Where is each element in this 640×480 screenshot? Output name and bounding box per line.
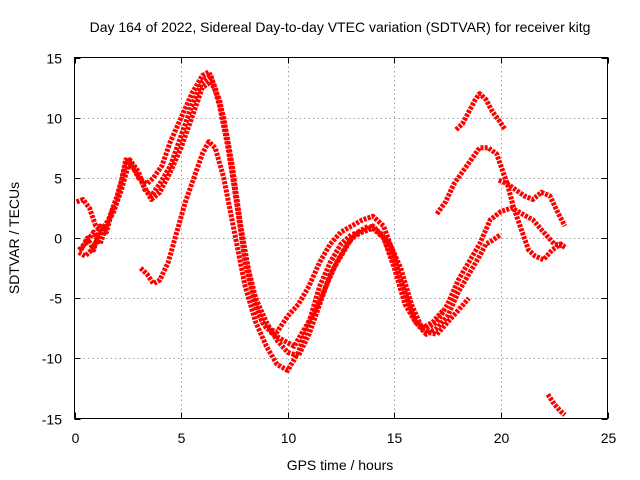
series-track-4 xyxy=(138,139,566,373)
y-tick-label: 10 xyxy=(46,111,62,127)
series-track-7 xyxy=(454,91,508,132)
x-axis-label: GPS time / hours xyxy=(287,457,394,473)
chart-title: Day 164 of 2022, Sidereal Day-to-day VTE… xyxy=(90,19,591,35)
y-tick-label: 15 xyxy=(46,51,62,67)
grid xyxy=(74,57,608,419)
series-track-8 xyxy=(497,177,568,228)
y-tick-label: -10 xyxy=(42,351,62,367)
x-tick-label: 20 xyxy=(494,430,510,446)
y-tick-label: -15 xyxy=(42,412,62,428)
axis-ticks xyxy=(74,57,609,420)
x-tick-label: 10 xyxy=(281,430,297,446)
tick-labels: 0 5 10 15 20 25 -15 -10 -5 0 5 10 15 xyxy=(42,51,617,447)
x-tick-label: 5 xyxy=(178,430,186,446)
series-track-5 xyxy=(78,207,116,253)
y-tick-label: 5 xyxy=(54,171,62,187)
x-tick-label: 25 xyxy=(601,430,617,446)
series-track-9 xyxy=(545,393,567,417)
y-tick-label: -5 xyxy=(50,291,63,307)
y-axis-label: SDTVAR / TECUs xyxy=(6,182,22,294)
series-layer xyxy=(75,69,568,417)
y-tick-label: 0 xyxy=(54,231,62,247)
series-track-6 xyxy=(434,145,567,263)
series-track-3 xyxy=(77,79,503,359)
x-tick-label: 15 xyxy=(387,430,403,446)
x-tick-label: 0 xyxy=(72,430,80,446)
